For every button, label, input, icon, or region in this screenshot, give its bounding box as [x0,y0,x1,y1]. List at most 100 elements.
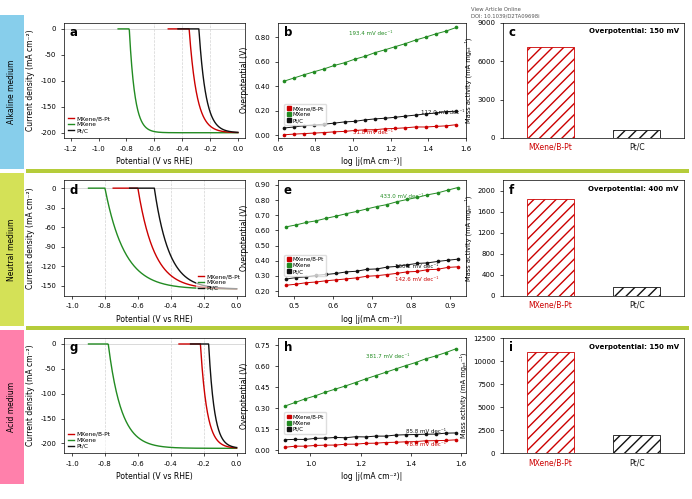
Point [350,433,361,441]
Text: 78.6 mV dec⁻¹: 78.6 mV dec⁻¹ [406,442,446,447]
Point [430,430,441,438]
Point [278,124,289,132]
Text: i: i [509,341,513,354]
Text: c: c [509,26,516,39]
Point [381,263,392,271]
Point [442,186,453,194]
Point [392,269,403,277]
Point [400,431,411,439]
Point [280,443,291,451]
Point [430,109,441,117]
Point [341,275,352,283]
Text: 112.0 mV dec⁻¹: 112.0 mV dec⁻¹ [421,110,464,115]
Point [401,196,412,204]
Point [280,223,291,231]
Point [329,119,340,127]
Point [311,278,322,286]
Point [360,439,371,447]
Y-axis label: Current density (mA cm⁻²): Current density (mA cm⁻²) [26,29,35,131]
Y-axis label: Current density (mA cm⁻²): Current density (mA cm⁻²) [26,345,35,447]
Y-axis label: Overpotential (V): Overpotential (V) [240,205,249,271]
Point [400,112,411,120]
Point [278,77,289,85]
Y-axis label: Mass activity (mA mgₚₜ⁻¹): Mass activity (mA mgₚₜ⁻¹) [464,195,472,281]
Text: 433.0 mV dec⁻¹: 433.0 mV dec⁻¹ [380,194,423,199]
Point [420,33,431,41]
Point [420,437,431,445]
Point [440,349,451,357]
Point [318,129,329,137]
Point [320,214,331,222]
Point [372,271,383,279]
Point [280,402,291,410]
Point [320,434,331,442]
Point [359,52,370,60]
Point [320,277,331,285]
Point [442,263,453,271]
Point [432,189,443,197]
Point [288,74,299,82]
Point [400,362,411,370]
Point [349,55,361,63]
Point [339,118,350,126]
Point [450,23,462,31]
Point [422,191,433,199]
Point [331,276,342,284]
Point [372,203,383,211]
Point [291,280,302,288]
Point [300,273,311,281]
Text: Overpotential: 400 mV: Overpotential: 400 mV [588,186,679,192]
Point [430,122,441,130]
Point [300,219,311,227]
Point [400,124,411,132]
Text: d: d [69,184,78,197]
X-axis label: log |j(mA cm⁻²)|: log |j(mA cm⁻²)| [341,315,402,324]
Point [370,126,381,134]
Point [311,271,322,279]
Point [318,65,329,73]
Point [340,440,351,448]
Legend: MXene/B-Pt, MXene, Pt/C: MXene/B-Pt, MXene, Pt/C [66,430,112,451]
Text: Neutral medium: Neutral medium [7,219,17,280]
Text: 381.7 mV dec⁻¹: 381.7 mV dec⁻¹ [365,354,409,359]
Text: f: f [509,184,513,197]
Point [370,432,381,440]
Point [361,265,372,273]
Point [320,441,331,449]
Point [442,256,453,264]
Bar [527,47,574,138]
Point [340,434,351,442]
Point [441,122,452,130]
Point [309,121,320,129]
Bar [527,199,574,295]
Point [320,270,331,278]
Point [309,129,320,137]
Text: 51.8 mV dec⁻¹: 51.8 mV dec⁻¹ [353,130,393,135]
Point [359,116,370,124]
Point [441,27,452,35]
Point [330,385,341,393]
Point [453,263,464,271]
Point [298,71,309,79]
Text: h: h [284,341,292,354]
Point [380,114,391,122]
Text: 160.2 mV dec⁻¹: 160.2 mV dec⁻¹ [395,263,439,268]
Point [432,265,443,273]
Point [290,398,301,406]
Point [380,368,391,376]
Point [380,125,391,133]
Point [360,375,371,383]
Point [401,261,412,269]
Point [349,117,361,125]
Point [420,355,431,363]
Point [370,48,381,56]
Point [410,431,421,439]
Bar [613,435,660,453]
Point [351,208,362,216]
Bar [613,130,660,138]
Point [311,217,322,225]
Text: b: b [284,26,292,39]
Point [340,382,351,390]
Point [370,372,381,380]
Point [349,126,361,134]
